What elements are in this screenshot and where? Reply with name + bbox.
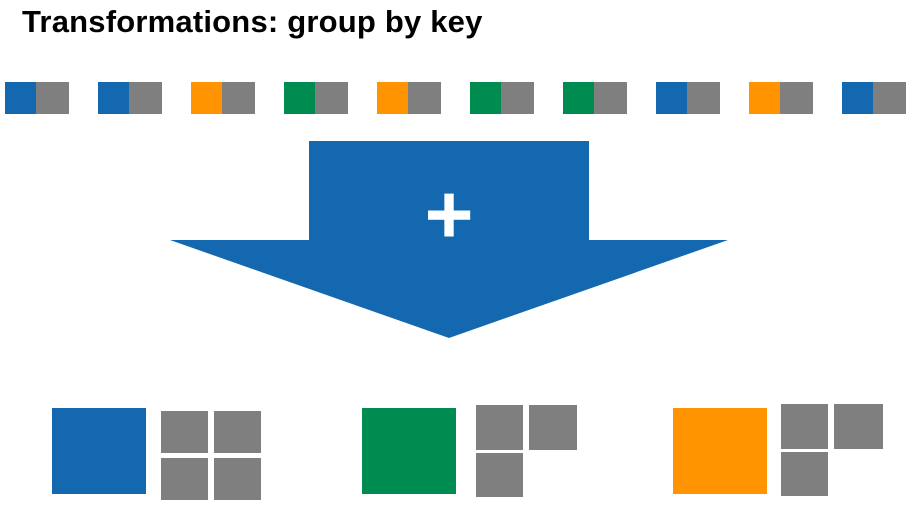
input-pair <box>563 82 627 114</box>
group-value <box>476 405 523 450</box>
input-value <box>129 82 162 114</box>
group-value <box>161 411 208 453</box>
input-value <box>408 82 441 114</box>
input-key <box>98 82 129 114</box>
group-value <box>214 458 261 500</box>
input-pair <box>98 82 162 114</box>
input-pair <box>749 82 813 114</box>
group-key <box>362 408 456 494</box>
group-key <box>673 408 767 494</box>
input-key <box>284 82 315 114</box>
input-value <box>873 82 906 114</box>
input-key <box>5 82 36 114</box>
group-value <box>781 452 828 496</box>
input-pair <box>656 82 720 114</box>
group-value <box>834 404 883 449</box>
input-value <box>315 82 348 114</box>
input-pair <box>191 82 255 114</box>
group-key <box>52 408 146 494</box>
input-value <box>222 82 255 114</box>
input-pair <box>5 82 69 114</box>
input-pair <box>470 82 534 114</box>
group-value <box>476 453 523 497</box>
input-value <box>594 82 627 114</box>
input-value <box>780 82 813 114</box>
input-value <box>501 82 534 114</box>
input-key <box>470 82 501 114</box>
input-pair <box>284 82 348 114</box>
input-pair <box>842 82 906 114</box>
input-pair <box>377 82 441 114</box>
input-value <box>36 82 69 114</box>
group-value <box>161 458 208 500</box>
down-arrow-shape <box>170 141 728 338</box>
input-key <box>842 82 873 114</box>
group-value <box>529 405 577 450</box>
diagram-title: Transformations: group by key <box>22 4 483 39</box>
input-value <box>687 82 720 114</box>
input-key <box>377 82 408 114</box>
plus-symbol: + <box>424 167 473 261</box>
input-key <box>656 82 687 114</box>
input-key <box>191 82 222 114</box>
input-key <box>749 82 780 114</box>
input-key <box>563 82 594 114</box>
group-value <box>214 411 261 453</box>
group-value <box>781 404 828 449</box>
